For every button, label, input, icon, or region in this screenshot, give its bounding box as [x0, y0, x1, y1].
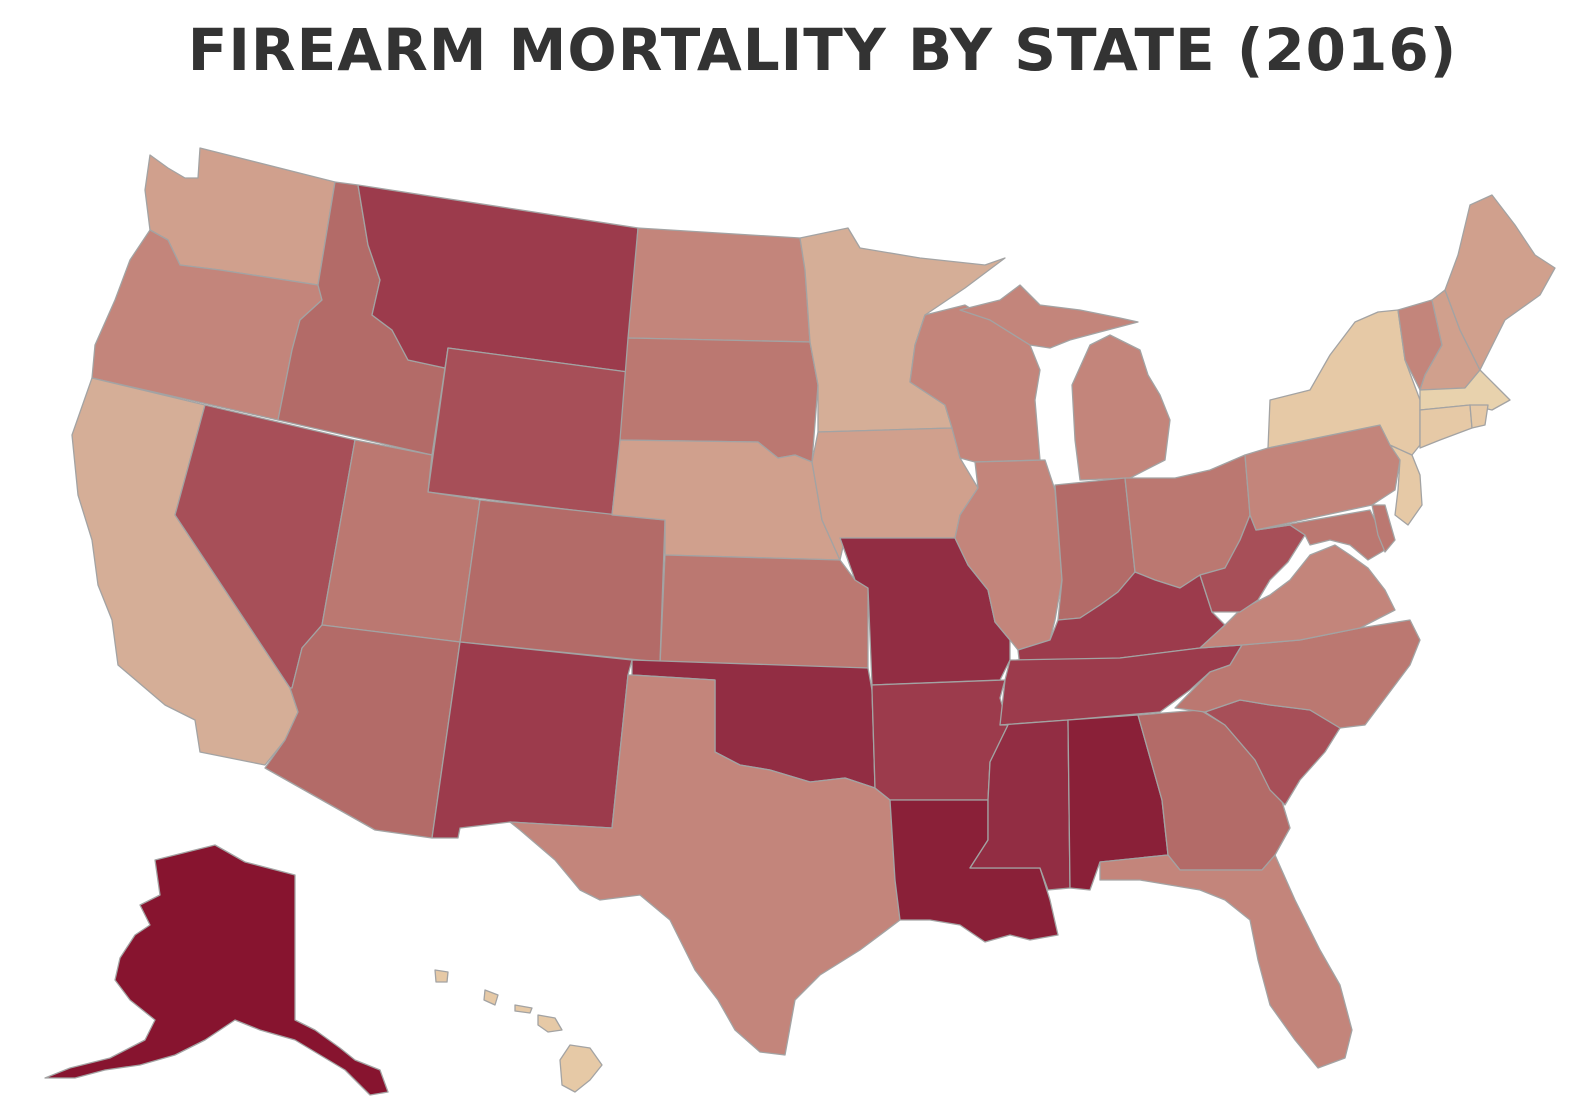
state-tx[interactable]	[509, 674, 901, 1056]
map-title: FIREARM MORTALITY BY STATE (2016)	[187, 16, 1458, 84]
hawaii	[434, 969, 603, 1093]
state-fl[interactable]	[1099, 854, 1353, 1069]
state-mi-up[interactable]	[959, 284, 1139, 349]
state-wy[interactable]	[427, 347, 629, 516]
state-ri[interactable]	[1469, 404, 1489, 429]
state-nm[interactable]	[431, 641, 633, 839]
state-hi-kauai[interactable]	[434, 969, 449, 983]
state-me[interactable]	[1444, 194, 1556, 371]
state-ct[interactable]	[1419, 404, 1473, 449]
alaska	[44, 844, 389, 1096]
state-ak[interactable]	[44, 844, 389, 1096]
state-ar[interactable]	[871, 679, 1009, 801]
state-mi[interactable]	[1071, 334, 1171, 481]
lower-48-states	[71, 147, 1556, 1069]
state-tn[interactable]	[999, 644, 1243, 726]
state-nc[interactable]	[1174, 619, 1421, 729]
state-ks[interactable]	[659, 554, 869, 669]
state-co[interactable]	[459, 499, 666, 663]
state-nd[interactable]	[627, 227, 811, 343]
state-nj[interactable]	[1389, 444, 1423, 526]
state-hi-big-island[interactable]	[559, 1044, 603, 1093]
state-hi-oahu[interactable]	[483, 989, 499, 1006]
state-mt[interactable]	[357, 184, 639, 373]
state-hi-molokai[interactable]	[514, 1004, 533, 1014]
state-hi-maui[interactable]	[537, 1014, 563, 1033]
state-de[interactable]	[1371, 504, 1396, 553]
